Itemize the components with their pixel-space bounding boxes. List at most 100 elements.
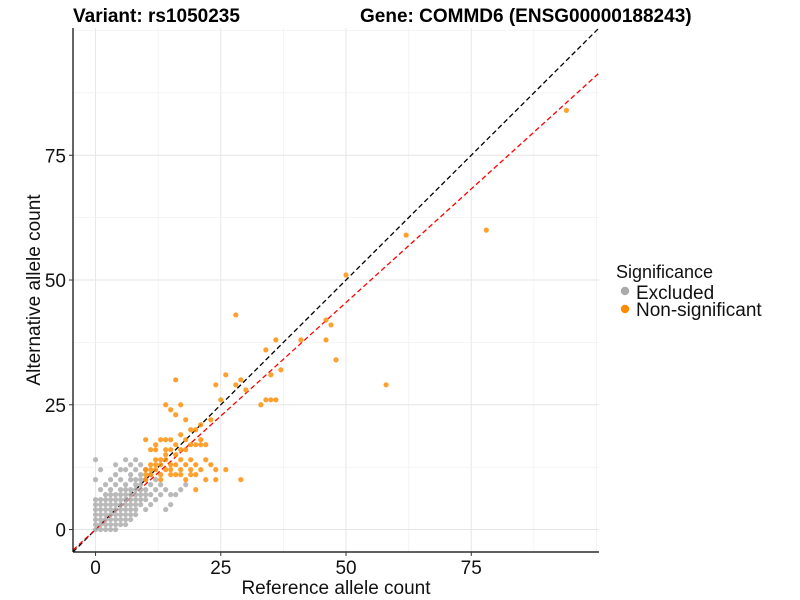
y-axis-title: Alternative allele count <box>24 194 45 386</box>
data-point <box>112 501 119 508</box>
data-point <box>112 482 119 488</box>
data-point <box>128 497 134 503</box>
data-point <box>92 477 99 483</box>
data-point <box>173 377 179 383</box>
data-point <box>112 516 119 523</box>
data-point <box>483 227 489 233</box>
data-point <box>168 447 174 453</box>
data-point <box>138 477 144 483</box>
data-point <box>138 492 144 498</box>
data-point <box>133 506 139 513</box>
data-point <box>188 457 194 463</box>
data-point <box>148 467 154 473</box>
data-point <box>178 432 184 438</box>
axes <box>69 28 599 556</box>
data-point <box>198 467 204 473</box>
reference-line-fit <box>72 72 600 551</box>
data-point <box>133 482 139 488</box>
x-tick-label: 75 <box>461 558 482 579</box>
data-point <box>168 462 174 468</box>
data-point <box>203 477 209 483</box>
data-point <box>143 477 149 483</box>
data-point <box>138 482 144 488</box>
x-tick-label: 0 <box>90 558 101 579</box>
data-point <box>178 467 184 473</box>
data-point <box>323 317 329 323</box>
data-point <box>102 497 109 503</box>
data-point <box>112 497 119 503</box>
data-point <box>138 472 144 478</box>
data-point <box>102 511 109 518</box>
data-point <box>178 447 184 453</box>
data-point <box>138 497 144 503</box>
data-point <box>148 492 154 498</box>
data-point <box>102 482 109 488</box>
data-point <box>123 497 129 503</box>
data-point <box>97 516 104 523</box>
data-point <box>153 462 159 468</box>
data-point <box>153 457 159 463</box>
data-point <box>173 492 179 498</box>
data-point <box>107 521 114 528</box>
data-point <box>117 467 124 473</box>
data-point <box>117 497 124 503</box>
data-point <box>143 487 149 493</box>
data-point <box>102 492 109 498</box>
data-point <box>138 501 144 508</box>
data-point <box>128 462 134 468</box>
data-point <box>123 521 129 528</box>
data-point <box>168 501 174 508</box>
data-point <box>112 472 119 478</box>
data-point <box>208 462 214 468</box>
data-point <box>203 457 209 463</box>
data-point <box>153 467 159 473</box>
data-point <box>143 472 149 478</box>
data-point <box>213 467 219 473</box>
data-point <box>133 497 139 503</box>
data-point <box>148 482 154 488</box>
data-point <box>178 472 184 478</box>
x-tick-label: 25 <box>210 558 231 579</box>
data-point <box>92 506 99 513</box>
data-point <box>92 511 99 518</box>
data-point <box>128 511 134 518</box>
y-tick-label: 50 <box>45 271 66 292</box>
data-point <box>203 442 209 448</box>
series-non-significant <box>143 107 570 493</box>
data-point <box>163 487 169 493</box>
data-point <box>123 457 129 463</box>
data-point <box>223 372 229 378</box>
data-point <box>273 337 279 343</box>
data-point <box>97 501 104 508</box>
data-point <box>163 467 169 473</box>
data-point <box>117 487 124 493</box>
data-point <box>92 457 99 463</box>
data-point <box>123 467 129 473</box>
chart-title-gene: Gene: COMMD6 (ENSG00000188243) <box>360 6 692 27</box>
data-point <box>163 437 169 443</box>
data-point <box>243 387 249 393</box>
x-tick-label: 50 <box>335 558 356 579</box>
data-point <box>102 501 109 508</box>
data-point <box>112 462 119 468</box>
data-point <box>193 462 199 468</box>
data-point <box>168 472 174 478</box>
data-point <box>92 521 99 528</box>
data-point <box>173 462 179 468</box>
data-point <box>117 516 124 523</box>
data-point <box>213 382 219 388</box>
data-point <box>163 402 169 408</box>
data-point <box>163 452 169 458</box>
data-point <box>112 526 119 533</box>
data-point <box>97 487 104 493</box>
data-point <box>128 472 134 478</box>
data-point <box>153 477 159 483</box>
data-point <box>183 437 189 443</box>
data-point <box>128 506 134 513</box>
data-point <box>128 492 134 498</box>
data-point <box>133 501 139 508</box>
y-tick-label: 25 <box>45 396 66 417</box>
data-point <box>158 472 164 478</box>
data-point <box>268 397 274 403</box>
